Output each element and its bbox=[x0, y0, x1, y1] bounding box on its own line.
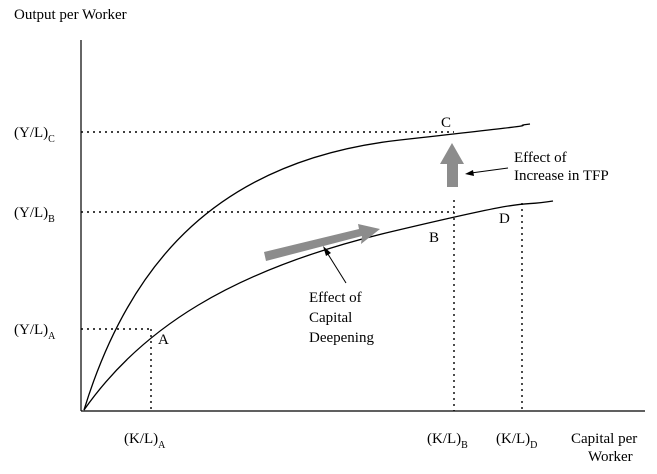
tfp-label-line2: Increase in TFP bbox=[514, 168, 609, 184]
capital-deepening-label-line2: Capital bbox=[309, 310, 352, 326]
y-tick-label-a: (Y/L)A bbox=[14, 322, 56, 342]
x-tick-label-d: (K/L)D bbox=[496, 431, 537, 451]
y-tick-label-b: (Y/L)B bbox=[14, 205, 55, 225]
tfp-pointer bbox=[470, 167, 509, 174]
capital-deepening-label-line3: Deepening bbox=[309, 330, 374, 346]
tfp-arrow bbox=[440, 143, 464, 187]
capital-deepening-pointer bbox=[325, 250, 347, 284]
upper-production-curve bbox=[83, 123, 531, 411]
point-label-d: D bbox=[499, 211, 510, 227]
tfp-pointer-head bbox=[465, 170, 474, 176]
point-label-b: B bbox=[429, 230, 439, 246]
y-tick-label-c: (Y/L)C bbox=[14, 125, 55, 145]
x-tick-label-b: (K/L)B bbox=[427, 431, 468, 451]
capital-deepening-label-line1: Effect of bbox=[309, 290, 362, 306]
point-label-a: A bbox=[158, 332, 169, 348]
x-axis-title-line1: Capital per bbox=[571, 431, 637, 447]
x-tick-label-a: (K/L)A bbox=[124, 431, 166, 451]
capital-deepening-arrow bbox=[264, 224, 380, 261]
point-label-c: C bbox=[441, 115, 451, 131]
y-axis-title: Output per Worker bbox=[14, 7, 127, 23]
tfp-label-line1: Effect of bbox=[514, 150, 567, 166]
x-axis-title-line2: Worker bbox=[588, 449, 633, 465]
capital-deepening-pointer-head bbox=[323, 246, 331, 256]
